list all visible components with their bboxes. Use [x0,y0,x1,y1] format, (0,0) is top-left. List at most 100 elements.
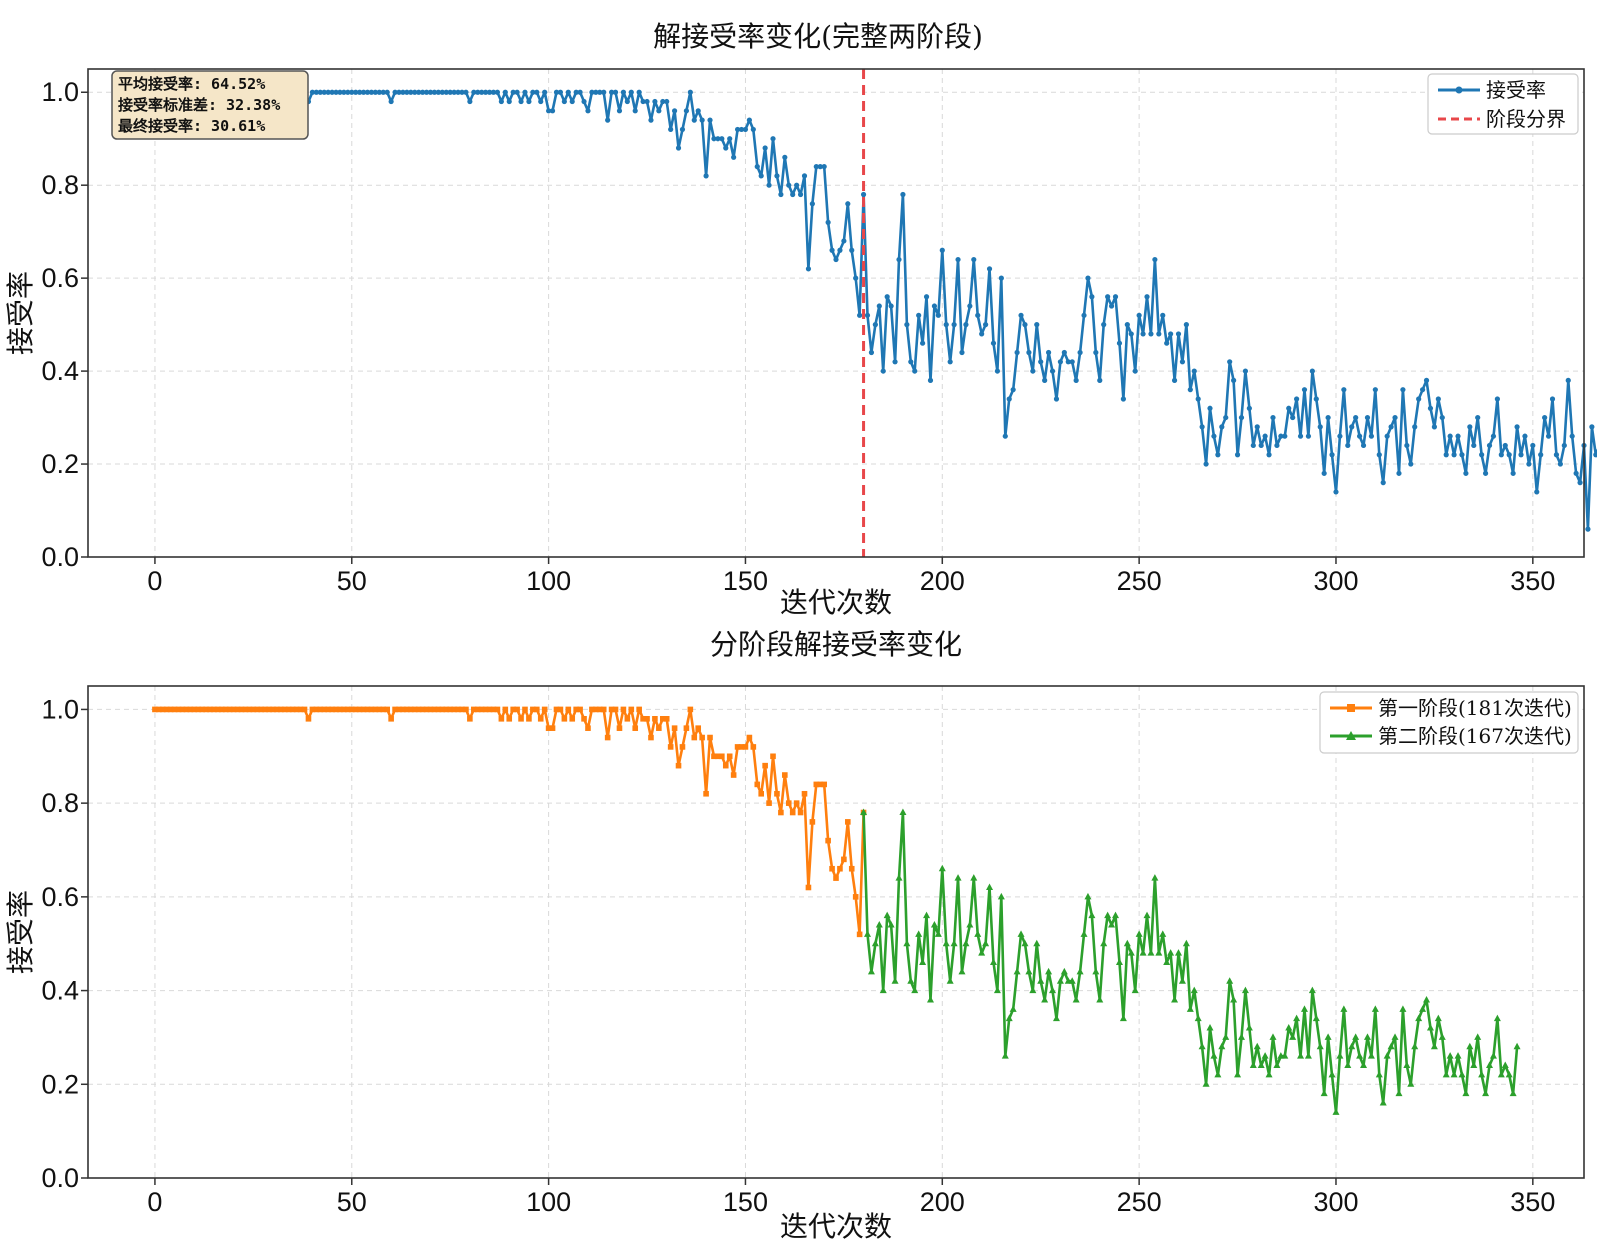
stage2-point [1222,1033,1230,1040]
legend-stage1-marker [1347,704,1355,712]
stage2-point [1513,1042,1521,1050]
acceptance-rate-point [774,173,780,179]
stage2-point [946,977,954,984]
bottom-ytick-label: 0.6 [41,882,79,912]
stage2-point [930,920,938,928]
stage1-point [203,706,209,713]
stage1-point [360,706,367,713]
acceptance-rate-point [1431,424,1437,430]
stage1-point [384,706,390,713]
stage1-point [545,725,552,731]
acceptance-rate-point [1333,489,1339,495]
stage2-point [1415,1014,1423,1022]
acceptance-rate-point [423,89,430,95]
stage2-point [1348,1042,1356,1050]
acceptance-rate-point [668,126,674,133]
stage1-point [715,753,721,760]
stats-box: 平均接受率: 64.52% 接受率标准差: 32.38% 最终接受率: 30.6… [111,70,309,140]
stage1-point [380,706,387,713]
stage2-point [1041,995,1049,1003]
stage1-point [750,744,757,750]
acceptance-rate-point [538,98,544,105]
stage2-point [1056,977,1064,984]
stage2-point [1438,1033,1446,1040]
stage2-point [1060,967,1068,975]
stats-std: 接受率标准差: 32.38% [118,96,280,114]
stage2-point [962,939,970,947]
stage2-point [1458,1070,1466,1078]
stage1-point [364,706,371,713]
stage1-point [762,762,768,769]
acceptance-rate-point [884,294,890,300]
acceptance-rate-point [612,89,619,95]
stage2-point [1470,1061,1478,1069]
acceptance-rate-point [959,349,965,356]
stage1-point [608,706,615,713]
stage2-point [1226,977,1234,984]
acceptance-rate-point [683,108,690,114]
stage2-point [978,949,986,956]
stage2-point [1356,1052,1364,1059]
stage1-point [659,716,666,722]
bottom-xtick-label: 100 [526,1187,571,1217]
stage2-point [1080,930,1088,937]
acceptance-rate-point [561,98,567,105]
acceptance-rate-point [829,247,835,253]
stage2-point [1163,958,1171,965]
stage2-point [1332,1108,1340,1115]
stage2-point [1505,1070,1513,1078]
stage1-point [313,706,320,713]
stage1-point [282,706,288,713]
stage2-point [1442,1070,1450,1078]
stage2-point [1249,1061,1257,1069]
acceptance-rate-point [1360,442,1367,449]
acceptance-rate-point [920,340,926,346]
acceptance-rate-point [864,312,871,318]
stage1-point [301,706,308,713]
acceptance-rate-point [1325,414,1331,421]
stage2-point [974,930,982,937]
acceptance-rate-point [837,247,843,253]
acceptance-rate-point [1435,396,1441,402]
stage1-point [785,800,792,806]
acceptance-rate-point [1010,387,1016,393]
acceptance-rate-point [1439,414,1445,421]
top-x-axis-label: 迭代次数 [780,586,892,619]
stage1-point [337,706,343,713]
acceptance-rate-point [475,89,481,95]
stage1-point [274,706,280,713]
acceptance-rate-point [1518,452,1524,458]
acceptance-rate-point [1553,452,1560,458]
acceptance-rate-point [526,98,532,105]
stage1-point [372,706,379,713]
acceptance-rate-point [1262,433,1268,439]
acceptance-rate-point [368,89,375,95]
stage2-point [1115,958,1123,965]
stage2-point [1462,1089,1470,1097]
acceptance-rate-point [990,340,997,346]
acceptance-rate-point [628,89,634,95]
stage1-point [348,706,355,713]
stats-mean: 平均接受率: 64.52% [118,75,265,93]
stage1-point [329,706,335,713]
stage1-point [782,772,788,778]
acceptance-rate-point [1097,377,1103,383]
stage1-point [510,706,516,713]
acceptance-rate-point [691,117,697,123]
stage2-point [1316,1042,1324,1050]
stage1-point [490,706,497,713]
acceptance-rate-point [738,126,745,133]
stage1-point [703,790,709,797]
stage2-point [1230,995,1238,1003]
top-ytick-label: 0.8 [41,170,79,200]
acceptance-rate-point [1282,433,1288,439]
acceptance-rate-point [616,108,623,114]
stage1-point [345,706,351,713]
stage1-point [766,800,772,806]
stage2-point [860,808,868,816]
stage1-point [498,716,505,722]
acceptance-rate-point [1463,470,1469,476]
top-ytick-label: 0.4 [41,356,79,386]
acceptance-rate-point [675,145,682,151]
